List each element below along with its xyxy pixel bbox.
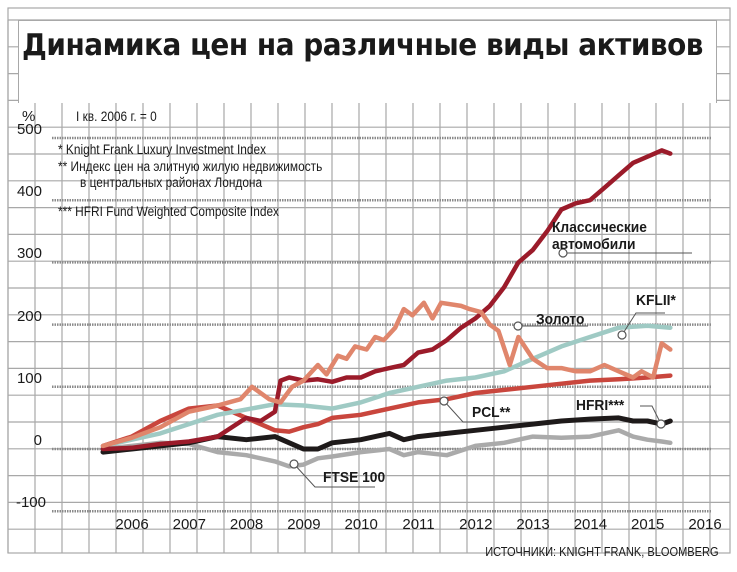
x-tick-label: 2013 xyxy=(516,516,550,533)
label-gold: Золото xyxy=(536,311,585,328)
x-tick-label: 2010 xyxy=(344,516,378,533)
x-tick-label: 2008 xyxy=(229,516,264,533)
x-tick-label: 2006 xyxy=(115,516,149,533)
footnote-pcl-cont: в центральных районах Лондона xyxy=(80,175,263,190)
x-tick-label: 2011 xyxy=(402,516,435,533)
pcl-marker xyxy=(439,396,449,406)
outer-frame xyxy=(7,7,731,554)
footnote-kflii: * Knight Frank Luxury Investment Index xyxy=(58,142,267,157)
label-cars-line2: автомобили xyxy=(552,236,636,253)
series-line-gold xyxy=(100,300,673,449)
series-line-kflii xyxy=(100,323,673,449)
x-tick-label: 2012 xyxy=(459,516,493,533)
y-tick-label: -100 xyxy=(15,494,46,512)
y-tick-label: 500 xyxy=(16,121,42,138)
x-tick-label: 2014 xyxy=(573,516,608,533)
title-box xyxy=(18,20,717,103)
background-grid xyxy=(7,7,731,554)
y-tick-label: 0 xyxy=(33,432,42,449)
y-tick-label: 400 xyxy=(16,183,42,201)
kflii-marker xyxy=(617,330,627,340)
hfri-marker xyxy=(656,419,666,429)
source-note: ИСТОЧНИКИ: KNIGHT FRANK, BLOOMBERG xyxy=(485,544,719,559)
unit-label: % xyxy=(22,108,36,125)
x-tick-label: 2015 xyxy=(631,516,665,533)
y-tick-label: 300 xyxy=(16,245,42,263)
label-cars-line1: Классические xyxy=(552,219,647,236)
value-gridlines xyxy=(52,136,712,513)
y-tick-label: 200 xyxy=(16,307,42,325)
x-tick-label: 2016 xyxy=(688,516,722,533)
x-tick-label: 2007 xyxy=(172,516,206,533)
callout-lines xyxy=(289,248,692,488)
series-line-ftse xyxy=(100,428,673,469)
x-tick-label: 2009 xyxy=(287,516,321,533)
hfri-leader xyxy=(640,405,662,425)
ftse-marker xyxy=(289,459,299,469)
y-tick-label: 100 xyxy=(16,369,42,387)
label-kflii: KFLII* xyxy=(636,292,676,309)
kflii-leader xyxy=(621,312,665,336)
label-hfri: HFRI*** xyxy=(576,397,625,414)
cars-marker xyxy=(558,248,568,258)
base-note: I кв. 2006 г. = 0 xyxy=(76,109,157,124)
label-pcl: PCL** xyxy=(472,404,511,421)
ftse-leader xyxy=(293,463,375,488)
pcl-leader xyxy=(443,400,510,423)
series-lines xyxy=(100,148,673,469)
footnote-hfri: *** HFRI Fund Weighted Composite Index xyxy=(58,204,279,219)
series-line-hfri xyxy=(100,415,673,455)
label-ftse: FTSE 100 xyxy=(323,469,386,486)
chart-title: Динамика цен на различные виды активов xyxy=(22,28,704,63)
footnote-pcl: ** Индекс цен на элитную жилую недвижимо… xyxy=(58,159,323,174)
gold-marker xyxy=(513,321,523,331)
series-line-cars xyxy=(100,148,673,452)
